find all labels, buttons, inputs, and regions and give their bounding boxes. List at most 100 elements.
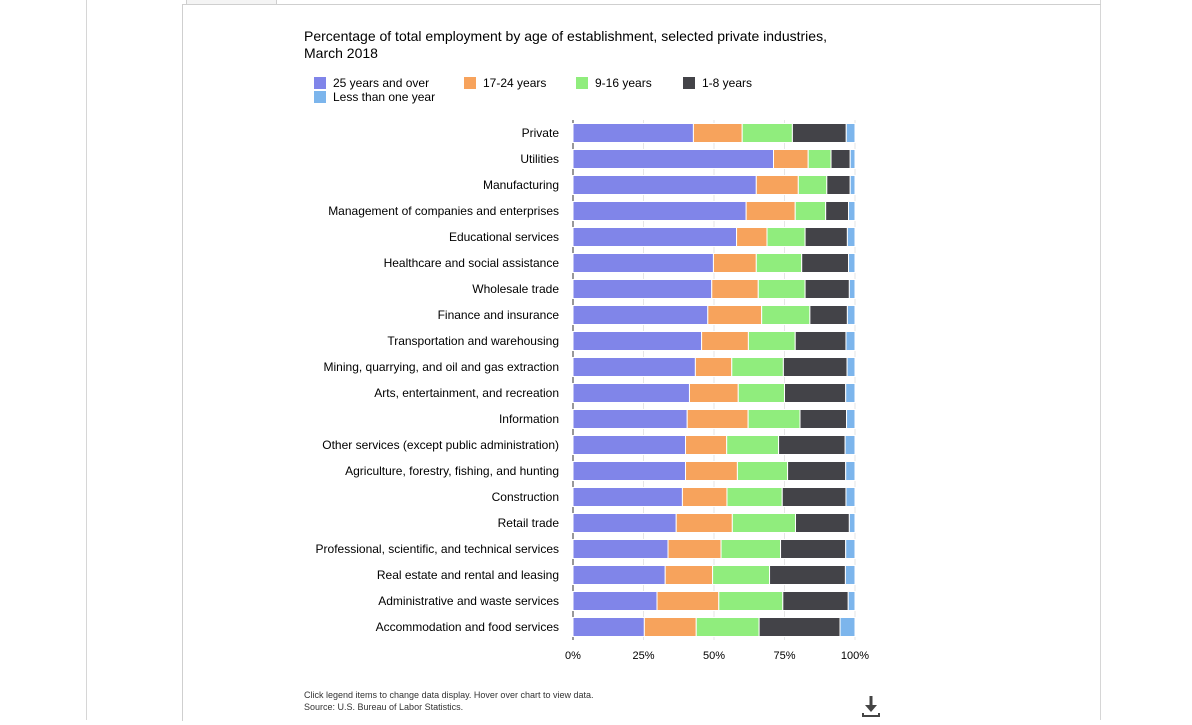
bar-segment[interactable]: Manufacturing — 25 years and over: 65%: [572, 175, 757, 195]
bar-segment[interactable]: Healthcare and social assistance — Less …: [848, 253, 856, 273]
bar-segment[interactable]: Construction — 9-16 years: 19.6%: [726, 487, 783, 507]
bar-segment[interactable]: Real estate and rental and leasing — 9-1…: [712, 565, 771, 585]
bar-segment[interactable]: Utilities — 25 years and over: 71.1%: [572, 149, 775, 169]
bar-segment[interactable]: Agriculture, forestry, fishing, and hunt…: [787, 461, 847, 481]
bar-segment[interactable]: Agriculture, forestry, fishing, and hunt…: [685, 461, 738, 481]
bar-segment[interactable]: Educational services — 1-8 years: 15%: [804, 227, 848, 247]
bar-segment[interactable]: Accommodation and food services — 25 yea…: [572, 617, 645, 637]
bar-segment[interactable]: Real estate and rental and leasing — 1-8…: [769, 565, 846, 585]
bar-segment[interactable]: Professional, scientific, and technical …: [780, 539, 847, 559]
bar-segment[interactable]: Private — 17-24 years: 17.3%: [692, 123, 743, 143]
bar-segment[interactable]: Management of companies and enterprises …: [745, 201, 796, 221]
bar-segment[interactable]: Wholesale trade — Less than one year: 2%: [848, 279, 856, 299]
bar-segment[interactable]: Private — Less than one year: 3.1%: [845, 123, 856, 143]
bar-segment[interactable]: Educational services — Less than one yea…: [846, 227, 856, 247]
bar-segment[interactable]: Administrative and waste services — 17-2…: [656, 591, 720, 611]
bar-segment[interactable]: Transportation and warehousing — 25 year…: [572, 331, 703, 351]
bar-segment[interactable]: Wholesale trade — 1-8 years: 15.7%: [804, 279, 850, 299]
bar-segment[interactable]: Administrative and waste services — Less…: [847, 591, 856, 611]
bar-segment[interactable]: Finance and insurance — Less than one ye…: [846, 305, 856, 325]
download-button[interactable]: [858, 694, 884, 720]
bar-segment[interactable]: Utilities — 1-8 years: 6.8%: [830, 149, 851, 169]
bar-segment[interactable]: Construction — 25 years and over: 38.8%: [572, 487, 683, 507]
bar-segment[interactable]: Professional, scientific, and technical …: [720, 539, 782, 559]
bar-segment[interactable]: Mining, quarrying, and oil and gas extra…: [782, 357, 848, 377]
bar-segment[interactable]: Accommodation and food services — Less t…: [839, 617, 856, 637]
bar-segment[interactable]: Arts, entertainment, and recreation — Le…: [845, 383, 856, 403]
bar-segment[interactable]: Healthcare and social assistance — 25 ye…: [572, 253, 714, 273]
bar-segment[interactable]: Manufacturing — 9-16 years: 10.1%: [797, 175, 828, 195]
bar-segment[interactable]: Retail trade — 17-24 years: 19.9%: [675, 513, 733, 533]
bar-segment[interactable]: Professional, scientific, and technical …: [572, 539, 669, 559]
bar-segment[interactable]: Arts, entertainment, and recreation — 9-…: [737, 383, 786, 403]
bar-segment[interactable]: Healthcare and social assistance — 9-16 …: [755, 253, 803, 273]
legend-item[interactable]: 25 years and over: [314, 76, 429, 90]
bar-segment[interactable]: Other services (except public administra…: [726, 435, 780, 455]
bar-segment[interactable]: Agriculture, forestry, fishing, and hunt…: [845, 461, 856, 481]
bar-segment[interactable]: Administrative and waste services — 9-16…: [718, 591, 784, 611]
bar-segment[interactable]: Other services (except public administra…: [844, 435, 856, 455]
bar-segment[interactable]: Mining, quarrying, and oil and gas extra…: [572, 357, 696, 377]
bar-segment[interactable]: Mining, quarrying, and oil and gas extra…: [694, 357, 733, 377]
bar-segment[interactable]: Arts, entertainment, and recreation — 1-…: [784, 383, 847, 403]
bar-segment[interactable]: Construction — 17-24 years: 15.8%: [681, 487, 728, 507]
bar-segment[interactable]: Information — 9-16 years: 18.4%: [747, 409, 801, 429]
bar-segment[interactable]: Private — 9-16 years: 17.8%: [741, 123, 793, 143]
bar-segment[interactable]: Professional, scientific, and technical …: [845, 539, 856, 559]
bar-segment[interactable]: Transportation and warehousing — 17-24 y…: [701, 331, 749, 351]
bar-segment[interactable]: Management of companies and enterprises …: [572, 201, 747, 221]
bar-segment[interactable]: Real estate and rental and leasing — Les…: [844, 565, 856, 585]
bar-segment[interactable]: Utilities — 17-24 years: 12.3%: [773, 149, 809, 169]
bar-segment[interactable]: Healthcare and social assistance — 1-8 y…: [801, 253, 850, 273]
legend-item[interactable]: Less than one year: [314, 90, 435, 104]
bar-segment[interactable]: Healthcare and social assistance — 17-24…: [712, 253, 757, 273]
legend-item[interactable]: 17-24 years: [464, 76, 546, 90]
download-icon[interactable]: [858, 694, 884, 720]
bar-segment[interactable]: Accommodation and food services — 17-24 …: [643, 617, 697, 637]
bar-segment[interactable]: Real estate and rental and leasing — 25 …: [572, 565, 666, 585]
bar-segment[interactable]: Administrative and waste services — 1-8 …: [782, 591, 849, 611]
bar-segment[interactable]: Educational services — 9-16 years: 13.5%: [766, 227, 806, 247]
bar-segment[interactable]: Utilities — Less than one year: 1.7%: [849, 149, 856, 169]
bar-segment[interactable]: Agriculture, forestry, fishing, and hunt…: [736, 461, 789, 481]
bar-segment[interactable]: Agriculture, forestry, fishing, and hunt…: [572, 461, 687, 481]
bar-segment[interactable]: Finance and insurance — 1-8 years: 13.3%: [809, 305, 848, 325]
legend-item[interactable]: 9-16 years: [576, 76, 652, 90]
bar-segment[interactable]: Information — 17-24 years: 21.6%: [686, 409, 749, 429]
bar-segment[interactable]: Mining, quarrying, and oil and gas extra…: [731, 357, 784, 377]
bar-segment[interactable]: Management of companies and enterprises …: [794, 201, 827, 221]
bar-segment[interactable]: Wholesale trade — 25 years and over: 49.…: [572, 279, 713, 299]
bar-segment[interactable]: Educational services — 17-24 years: 10.8…: [736, 227, 768, 247]
bar-segment[interactable]: Construction — Less than one year: 3.2%: [845, 487, 856, 507]
bar-segment[interactable]: Other services (except public administra…: [572, 435, 687, 455]
bar-segment[interactable]: Transportation and warehousing — 1-8 yea…: [794, 331, 847, 351]
bar-segment[interactable]: Other services (except public administra…: [778, 435, 846, 455]
tab[interactable]: [186, 0, 277, 5]
bar-segment[interactable]: Arts, entertainment, and recreation — 25…: [572, 383, 690, 403]
bar-segment[interactable]: Manufacturing — 1-8 years: 8.3%: [826, 175, 851, 195]
bar-segment[interactable]: Finance and insurance — 9-16 years: 17.1…: [761, 305, 811, 325]
bar-segment[interactable]: Private — 1-8 years: 19.1%: [791, 123, 847, 143]
bar-segment[interactable]: Administrative and waste services — 25 y…: [572, 591, 658, 611]
bar-segment[interactable]: Construction — 1-8 years: 22.6%: [781, 487, 847, 507]
bar-segment[interactable]: Transportation and warehousing — Less th…: [845, 331, 856, 351]
bar-segment[interactable]: Transportation and warehousing — 9-16 ye…: [747, 331, 796, 351]
bar-segment[interactable]: Retail trade — 25 years and over: 36.6%: [572, 513, 677, 533]
bar-segment[interactable]: Wholesale trade — 17-24 years: 16.5%: [711, 279, 759, 299]
bar-segment[interactable]: Professional, scientific, and technical …: [667, 539, 722, 559]
bar-segment[interactable]: Retail trade — Less than one year: 2%: [848, 513, 856, 533]
bar-segment[interactable]: Information — 1-8 years: 16.5%: [799, 409, 848, 429]
bar-segment[interactable]: Manufacturing — Less than one year: 1.7%: [849, 175, 856, 195]
bar-segment[interactable]: Real estate and rental and leasing — 17-…: [664, 565, 714, 585]
bar-segment[interactable]: Utilities — 9-16 years: 8.1%: [807, 149, 832, 169]
bar-segment[interactable]: Wholesale trade — 9-16 years: 16.6%: [757, 279, 806, 299]
bar-segment[interactable]: Arts, entertainment, and recreation — 17…: [688, 383, 739, 403]
bar-segment[interactable]: Finance and insurance — 17-24 years: 19.…: [707, 305, 763, 325]
bar-segment[interactable]: Other services (except public administra…: [685, 435, 728, 455]
bar-segment[interactable]: Educational services — 25 years and over…: [572, 227, 738, 247]
bar-segment[interactable]: Retail trade — 1-8 years: 19.1%: [794, 513, 850, 533]
bar-segment[interactable]: Information — 25 years and over: 40.5%: [572, 409, 688, 429]
bar-segment[interactable]: Finance and insurance — 25 years and ove…: [572, 305, 709, 325]
bar-segment[interactable]: Accommodation and food services — 1-8 ye…: [758, 617, 841, 637]
